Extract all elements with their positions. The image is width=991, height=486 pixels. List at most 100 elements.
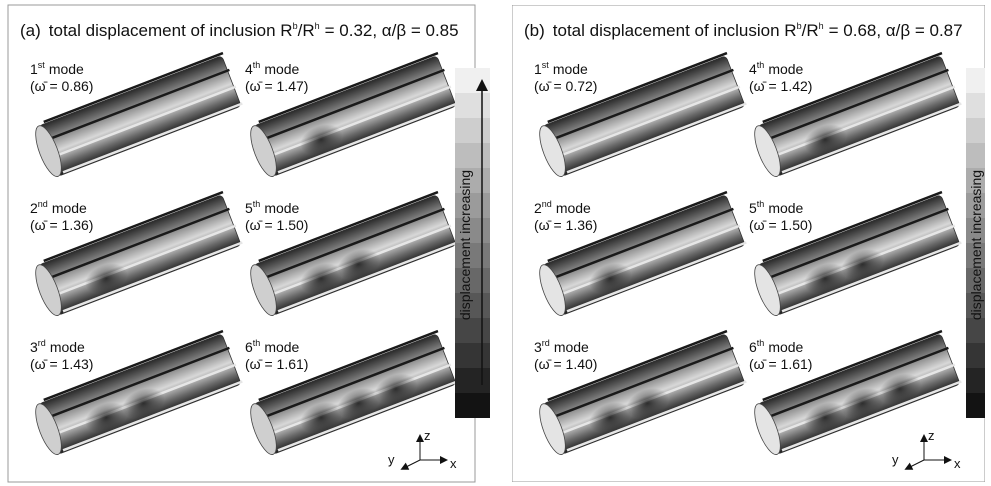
colorbar-step — [966, 143, 991, 168]
mode-word: mode — [264, 61, 299, 77]
figure: (a)total displacement of inclusion Rb/Rh… — [0, 0, 991, 486]
mode-word: mode — [556, 200, 591, 216]
axis-y: y — [388, 452, 395, 467]
mode-frequency: (ω̄ = 0.86) — [30, 78, 93, 94]
mode-suffix: th — [253, 60, 261, 70]
colorbar-step — [455, 368, 490, 393]
mode-frequency: (ω̄ = 1.61) — [245, 356, 308, 372]
mode-label: 5thmode — [245, 199, 300, 216]
title-rest: = 0.68, α/β = 0.87 — [829, 21, 963, 40]
colorbar-step — [966, 343, 991, 368]
title-rest: = 0.32, α/β = 0.85 — [325, 21, 459, 40]
mode-word: mode — [264, 339, 299, 355]
mode-frequency: (ω̄ = 1.40) — [534, 356, 597, 372]
mode-ordinal: 5 — [245, 200, 253, 216]
axis-y: y — [892, 452, 899, 467]
mode-word: mode — [768, 200, 803, 216]
mode-suffix: rd — [38, 338, 46, 348]
colorbar-step — [966, 368, 991, 393]
mode-suffix: nd — [38, 199, 48, 209]
mode-label: 1stmode — [30, 60, 84, 77]
mode-word: mode — [264, 200, 299, 216]
mode-suffix: st — [38, 60, 46, 70]
colorbar-label: displacement increasing — [968, 170, 984, 320]
mode-suffix: th — [757, 60, 765, 70]
colorbar-step — [966, 393, 991, 418]
colorbar-step — [455, 93, 490, 118]
mode-suffix: st — [542, 60, 550, 70]
mode-ordinal: 3 — [30, 339, 38, 355]
mode-frequency: (ω̄ = 1.43) — [30, 356, 93, 372]
mode-ordinal: 3 — [534, 339, 542, 355]
panel-title: (b)total displacement of inclusion Rb/Rh… — [524, 21, 963, 40]
axis-x: x — [450, 456, 457, 471]
mode-suffix: th — [757, 338, 765, 348]
mode-frequency: (ω̄ = 0.72) — [534, 78, 597, 94]
colorbar-step — [455, 118, 490, 143]
colorbar-step — [455, 143, 490, 168]
mode-suffix: nd — [542, 199, 552, 209]
axis-x: x — [954, 456, 961, 471]
mode-ordinal: 6 — [749, 339, 757, 355]
colorbar-step — [966, 118, 991, 143]
panel: (a)total displacement of inclusion Rb/Rh… — [8, 5, 490, 482]
mode-suffix: rd — [542, 338, 550, 348]
colorbar-step — [455, 318, 490, 343]
mode-suffix: th — [253, 199, 261, 209]
title-sup: h — [315, 21, 320, 31]
mode-word: mode — [554, 339, 589, 355]
colorbar-step — [966, 68, 991, 93]
mode-word: mode — [768, 61, 803, 77]
mode-ordinal: 4 — [245, 61, 253, 77]
mode-ordinal: 1 — [534, 61, 542, 77]
panel: (b)total displacement of inclusion Rb/Rh… — [512, 5, 991, 482]
mode-ordinal: 6 — [245, 339, 253, 355]
mode-word: mode — [768, 339, 803, 355]
mode-ordinal: 5 — [749, 200, 757, 216]
mode-word: mode — [50, 339, 85, 355]
panel-title: (a)total displacement of inclusion Rb/Rh… — [20, 21, 459, 40]
mode-word: mode — [49, 61, 84, 77]
mode-frequency: (ω̄ = 1.50) — [749, 217, 812, 233]
mode-label: 6thmode — [749, 338, 804, 355]
title-text: total displacement of inclusion R — [553, 21, 797, 40]
title-text: total displacement of inclusion R — [49, 21, 293, 40]
colorbar-label: displacement increasing — [457, 170, 473, 320]
mode-ordinal: 2 — [534, 200, 542, 216]
panel-label: (a) — [20, 21, 41, 40]
mode-frequency: (ω̄ = 1.47) — [245, 78, 308, 94]
colorbar-step — [455, 68, 490, 93]
mode-ordinal: 1 — [30, 61, 38, 77]
mode-label: 4thmode — [749, 60, 804, 77]
title-mid: /R — [802, 21, 819, 40]
mode-suffix: th — [757, 199, 765, 209]
axis-arrow — [908, 460, 924, 468]
axis-arrow — [404, 460, 420, 468]
title-sup: h — [819, 21, 824, 31]
panel-label: (b) — [524, 21, 545, 40]
colorbar-step — [966, 93, 991, 118]
colorbar-step — [966, 318, 991, 343]
mode-frequency: (ω̄ = 1.50) — [245, 217, 308, 233]
mode-suffix: th — [253, 338, 261, 348]
colorbar-step — [455, 393, 490, 418]
mode-word: mode — [52, 200, 87, 216]
axis-z: z — [424, 428, 431, 443]
title-mid: /R — [298, 21, 315, 40]
axis-z: z — [928, 428, 935, 443]
colorbar-step — [455, 343, 490, 368]
mode-frequency: (ω̄ = 1.61) — [749, 356, 812, 372]
mode-frequency: (ω̄ = 1.36) — [534, 217, 597, 233]
mode-ordinal: 2 — [30, 200, 38, 216]
mode-label: 1stmode — [534, 60, 588, 77]
mode-word: mode — [553, 61, 588, 77]
mode-ordinal: 4 — [749, 61, 757, 77]
mode-frequency: (ω̄ = 1.36) — [30, 217, 93, 233]
